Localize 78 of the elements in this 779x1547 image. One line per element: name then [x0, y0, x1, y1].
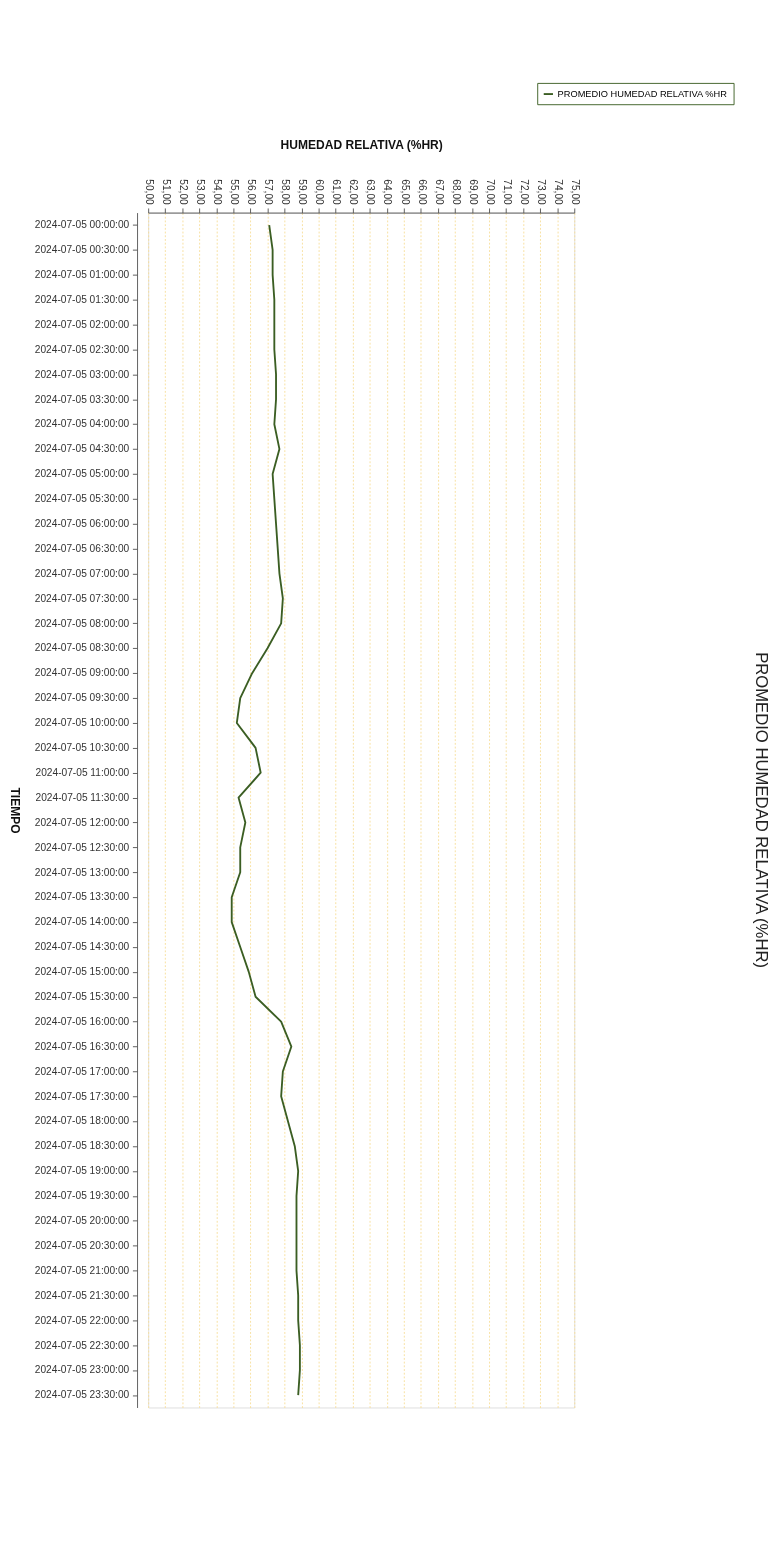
- x-tick-label: 58,00: [280, 179, 292, 206]
- y-tick-label: 2024-07-05 16:30:00: [34, 1040, 130, 1052]
- y-tick-label: 2024-07-05 08:30:00: [34, 642, 130, 654]
- y-tick-label: 2024-07-05 17:00:00: [34, 1065, 130, 1077]
- y-tick-label: 2024-07-05 13:30:00: [34, 891, 130, 903]
- x-tick-label: 62,00: [348, 179, 360, 206]
- y-tick-label: 2024-07-05 21:30:00: [34, 1289, 130, 1301]
- y-tick-label: 2024-07-05 00:30:00: [34, 244, 130, 256]
- y-tick-label: 2024-07-05 16:00:00: [34, 1015, 130, 1027]
- y-tick-label: 2024-07-05 23:00:00: [34, 1364, 130, 1376]
- y-tick-label: 2024-07-05 04:30:00: [34, 443, 130, 455]
- x-tick-label: 75,00: [569, 179, 581, 206]
- x-tick-label: 53,00: [195, 179, 207, 206]
- x-tick-label: 54,00: [212, 179, 224, 206]
- y-tick-label: 2024-07-05 02:30:00: [34, 343, 130, 355]
- y-tick-label: 2024-07-05 00:00:00: [34, 219, 130, 231]
- y-tick-label: 2024-07-05 07:30:00: [34, 592, 130, 604]
- y-tick-label: 2024-07-05 19:00:00: [34, 1165, 130, 1177]
- y-tick-label: 2024-07-05 09:00:00: [34, 667, 130, 679]
- y-tick-label: 2024-07-05 11:00:00: [35, 766, 130, 778]
- x-tick-label: 71,00: [501, 179, 513, 206]
- y-tick-label: 2024-07-05 18:30:00: [34, 1140, 130, 1152]
- y-tick-label: 2024-07-05 01:00:00: [34, 269, 130, 281]
- y-tick-label: 2024-07-05 14:30:00: [34, 941, 130, 953]
- y-tick-label: 2024-07-05 08:00:00: [34, 617, 130, 629]
- y-tick-label: 2024-07-05 17:30:00: [34, 1090, 130, 1102]
- y-tick-label: 2024-07-05 21:00:00: [34, 1264, 130, 1276]
- y-tick-label: 2024-07-05 22:30:00: [34, 1339, 130, 1351]
- y-tick-label: 2024-07-05 04:00:00: [34, 418, 130, 430]
- y-tick-label: 2024-07-05 19:30:00: [34, 1190, 130, 1202]
- y-tick-label: 2024-07-05 15:00:00: [34, 966, 130, 978]
- x-tick-label: 68,00: [450, 179, 462, 206]
- y-tick-label: 2024-07-05 05:30:00: [34, 493, 130, 505]
- x-tick-label: 50,00: [143, 179, 155, 206]
- y-tick-label: 2024-07-05 09:30:00: [34, 692, 130, 704]
- x-tick-label: 60,00: [314, 179, 326, 206]
- x-tick-label: 65,00: [399, 179, 411, 206]
- x-tick-label: 59,00: [297, 179, 309, 206]
- y-tick-label: 2024-07-05 03:30:00: [34, 393, 130, 405]
- y-tick-label: 2024-07-05 15:30:00: [34, 991, 130, 1003]
- x-tick-label: 72,00: [518, 179, 530, 206]
- x-tick-label: 69,00: [467, 179, 479, 206]
- x-tick-label: 74,00: [552, 179, 564, 206]
- y-tick-label: 2024-07-05 14:00:00: [34, 916, 130, 928]
- x-tick-label: 67,00: [433, 179, 445, 206]
- y-tick-label: 2024-07-05 20:00:00: [34, 1215, 130, 1227]
- x-tick-label: 73,00: [535, 179, 547, 206]
- x-tick-label: 66,00: [416, 179, 428, 206]
- x-tick-label: 70,00: [484, 179, 496, 206]
- x-tick-label: 63,00: [365, 179, 377, 206]
- legend-label: PROMEDIO HUMEDAD RELATIVA %HR: [557, 88, 728, 99]
- y-tick-label: 2024-07-05 22:00:00: [34, 1314, 130, 1326]
- y-tick-label: 2024-07-05 18:00:00: [34, 1115, 130, 1127]
- y-tick-label: 2024-07-05 06:00:00: [34, 518, 130, 530]
- y-tick-label: 2024-07-05 10:00:00: [34, 717, 130, 729]
- y-axis-title: TIEMPO: [8, 787, 23, 834]
- x-tick-label: 56,00: [246, 179, 258, 206]
- x-tick-label: 61,00: [331, 179, 343, 206]
- y-tick-label: 2024-07-05 11:30:00: [35, 791, 130, 803]
- y-tick-label: 2024-07-05 20:30:00: [34, 1239, 130, 1251]
- x-tick-label: 64,00: [382, 179, 394, 206]
- y-tick-label: 2024-07-05 10:30:00: [34, 742, 130, 754]
- y-tick-label: 2024-07-05 05:00:00: [34, 468, 130, 480]
- x-tick-label: 51,00: [160, 179, 172, 206]
- text: PROMEDIO HUMEDAD RELATIVA (%HR): [752, 652, 772, 969]
- x-tick-label: 57,00: [263, 179, 275, 206]
- x-tick-label: 52,00: [177, 179, 189, 206]
- y-tick-label: 2024-07-05 01:30:00: [34, 293, 130, 305]
- x-axis-title: HUMEDAD RELATIVA (%HR): [280, 137, 443, 152]
- y-tick-label: 2024-07-05 12:00:00: [34, 816, 130, 828]
- y-tick-label: 2024-07-05 03:00:00: [34, 368, 130, 380]
- y-tick-label: 2024-07-05 12:30:00: [34, 841, 130, 853]
- y-tick-label: 2024-07-05 02:00:00: [34, 318, 130, 330]
- y-tick-label: 2024-07-05 07:00:00: [34, 567, 130, 579]
- y-tick-label: 2024-07-05 23:30:00: [34, 1389, 130, 1401]
- y-tick-label: 2024-07-05 13:00:00: [34, 866, 130, 878]
- y-tick-label: 2024-07-05 06:30:00: [34, 542, 130, 554]
- x-tick-label: 55,00: [229, 179, 241, 206]
